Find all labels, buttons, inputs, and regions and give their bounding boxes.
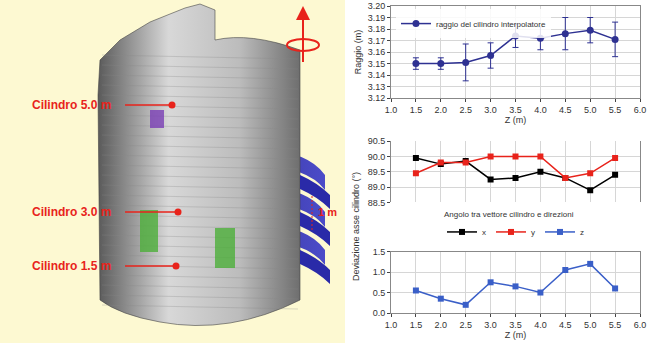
svg-text:2.0: 2.0 xyxy=(435,320,448,330)
svg-text:1.0: 1.0 xyxy=(385,105,398,115)
svg-text:6.0: 6.0 xyxy=(634,320,647,330)
svg-text:Cilindro 1.5 m: Cilindro 1.5 m xyxy=(32,259,111,273)
svg-text:89.5: 89.5 xyxy=(368,167,386,177)
svg-text:y: y xyxy=(531,228,535,237)
svg-text:3.14: 3.14 xyxy=(368,70,386,80)
svg-text:3.18: 3.18 xyxy=(368,24,386,34)
svg-text:2.0: 2.0 xyxy=(435,105,448,115)
svg-text:88.5: 88.5 xyxy=(368,198,386,208)
svg-text:3.13: 3.13 xyxy=(368,82,386,92)
svg-text:2.5: 2.5 xyxy=(459,320,472,330)
svg-text:Cilindro 3.0 m: Cilindro 3.0 m xyxy=(32,205,111,219)
svg-text:3.0: 3.0 xyxy=(484,105,497,115)
svg-text:3.5: 3.5 xyxy=(509,105,522,115)
svg-text:Deviazione asse cilindro (°): Deviazione asse cilindro (°) xyxy=(351,172,361,281)
svg-text:1.5: 1.5 xyxy=(410,320,423,330)
svg-text:1.0: 1.0 xyxy=(373,267,386,277)
svg-text:1.0: 1.0 xyxy=(385,320,398,330)
svg-text:5.0: 5.0 xyxy=(584,105,597,115)
svg-text:5.5: 5.5 xyxy=(609,105,622,115)
svg-text:4.5: 4.5 xyxy=(559,105,572,115)
svg-text:Angolo tra vettore cilindro e: Angolo tra vettore cilindro e direzioni xyxy=(444,210,574,219)
svg-text:Raggio (m): Raggio (m) xyxy=(353,30,363,75)
svg-text:x: x xyxy=(482,228,486,237)
svg-text:1.5: 1.5 xyxy=(410,105,423,115)
svg-text:3.19: 3.19 xyxy=(368,13,386,23)
svg-text:3.20: 3.20 xyxy=(368,1,386,11)
svg-text:3.0: 3.0 xyxy=(484,320,497,330)
svg-text:0.0: 0.0 xyxy=(373,308,386,318)
svg-text:90.0: 90.0 xyxy=(368,152,386,162)
svg-text:6.0: 6.0 xyxy=(634,105,647,115)
svg-text:Z (m): Z (m) xyxy=(505,330,527,340)
svg-text:5.0: 5.0 xyxy=(584,320,597,330)
svg-text:4.5: 4.5 xyxy=(559,320,572,330)
svg-text:1 m: 1 m xyxy=(318,206,337,218)
svg-text:4.0: 4.0 xyxy=(534,105,547,115)
svg-text:Z (m): Z (m) xyxy=(505,115,527,125)
svg-text:3.12: 3.12 xyxy=(368,93,386,103)
svg-text:1.5: 1.5 xyxy=(373,247,386,257)
svg-text:3.16: 3.16 xyxy=(368,47,386,57)
svg-text:4.0: 4.0 xyxy=(534,320,547,330)
svg-text:90.5: 90.5 xyxy=(368,136,386,146)
svg-text:z: z xyxy=(580,228,584,237)
svg-text:Cilindro 5.0 m: Cilindro 5.0 m xyxy=(32,98,111,112)
svg-text:5.5: 5.5 xyxy=(609,320,622,330)
svg-text:0.5: 0.5 xyxy=(373,288,386,298)
svg-text:2.5: 2.5 xyxy=(459,105,472,115)
svg-text:3.5: 3.5 xyxy=(509,320,522,330)
svg-text:raggio del cilindro interpolat: raggio del cilindro interpolatore xyxy=(436,20,546,29)
svg-text:3.17: 3.17 xyxy=(368,36,386,46)
svg-text:3.15: 3.15 xyxy=(368,59,386,69)
svg-text:89.0: 89.0 xyxy=(368,182,386,192)
